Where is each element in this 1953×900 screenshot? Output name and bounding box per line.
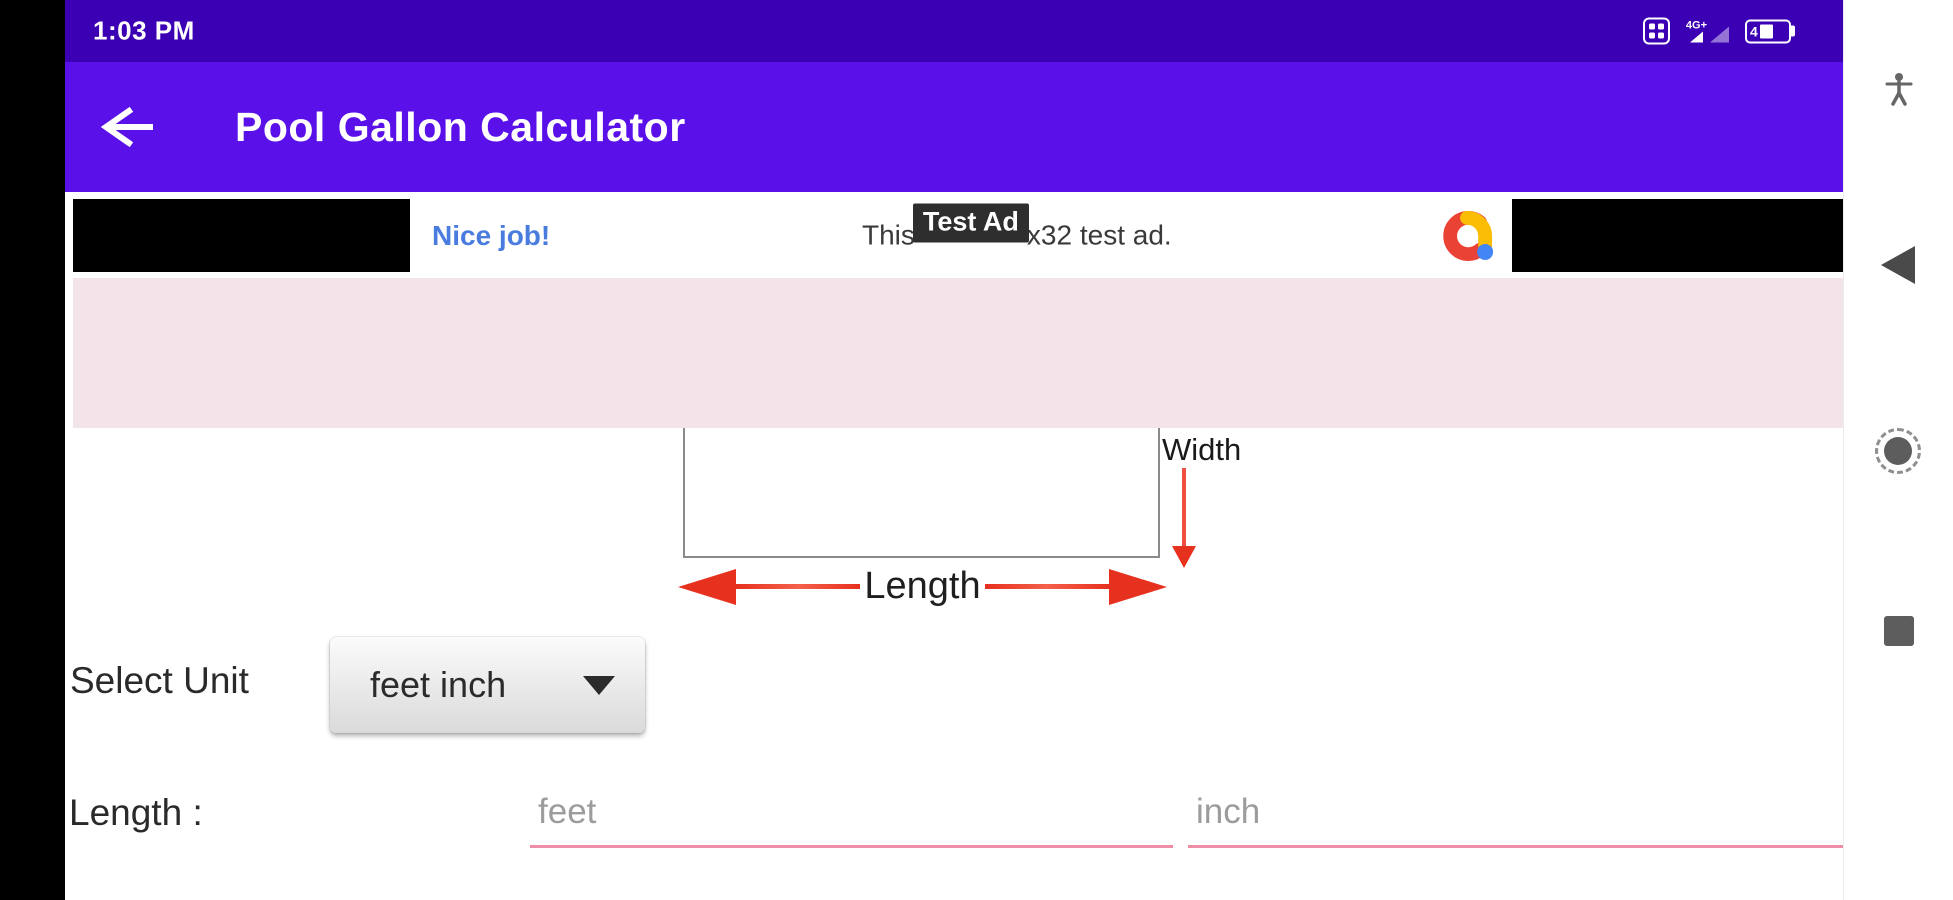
battery-level: 4 <box>1750 23 1758 39</box>
back-arrow-icon <box>100 106 153 148</box>
ad-banner: Nice job! This Test Ad x32 test ad. <box>73 199 1843 272</box>
page-title: Pool Gallon Calculator <box>235 103 686 150</box>
width-label: Width <box>1162 432 1242 467</box>
ad-filler-right <box>1512 199 1843 272</box>
length-inch-input[interactable] <box>1188 786 1843 848</box>
ad-message: This Test Ad x32 test ad. <box>862 203 1172 255</box>
width-arrow-icon <box>1172 468 1196 568</box>
status-icons: 4G+ 4 <box>1642 17 1795 45</box>
unit-dropdown-value: feet inch <box>370 664 507 705</box>
accessibility-icon <box>1885 73 1912 106</box>
select-unit-label: Select Unit <box>70 660 249 701</box>
test-ad-content[interactable]: Nice job! This Test Ad x32 test ad. <box>410 199 1512 272</box>
unit-dropdown[interactable]: feet inch <box>330 637 645 733</box>
nav-back-icon[interactable] <box>1881 246 1915 284</box>
chevron-down-icon <box>583 675 615 695</box>
app-screen: 1:03 PM 4G+ 4 <box>65 0 1843 900</box>
network-type-label: 4G+ <box>1685 19 1707 31</box>
length-feet-input[interactable] <box>530 786 1173 848</box>
length-field-label: Length : <box>69 792 203 833</box>
ad-filler-left <box>73 199 410 272</box>
ad-link[interactable]: Nice job! <box>432 219 551 251</box>
test-ad-badge: Test Ad <box>912 203 1029 242</box>
status-bar: 1:03 PM 4G+ 4 <box>65 0 1843 62</box>
app-bar: Pool Gallon Calculator <box>65 62 1843 192</box>
nav-home-icon[interactable] <box>1875 428 1921 474</box>
sim-toolkit-icon <box>1642 17 1670 45</box>
length-arrow-icon: Length <box>678 565 1168 608</box>
navigation-bar <box>1843 0 1953 900</box>
length-diagram-label: Length <box>864 565 981 607</box>
battery-icon: 4 <box>1745 19 1795 43</box>
pink-spacer-band <box>73 278 1843 428</box>
cell-signal-icon: 4G+ <box>1686 20 1729 42</box>
pool-rectangle <box>683 428 1160 558</box>
ad-message-suffix: x32 test ad. <box>1026 219 1172 251</box>
accessibility-shortcut-button[interactable] <box>1885 72 1913 111</box>
clock: 1:03 PM <box>93 15 195 46</box>
nav-recents-icon[interactable] <box>1884 616 1914 646</box>
admob-icon[interactable] <box>1438 207 1496 265</box>
ad-message-prefix: This <box>862 219 915 251</box>
back-button[interactable] <box>95 104 157 150</box>
